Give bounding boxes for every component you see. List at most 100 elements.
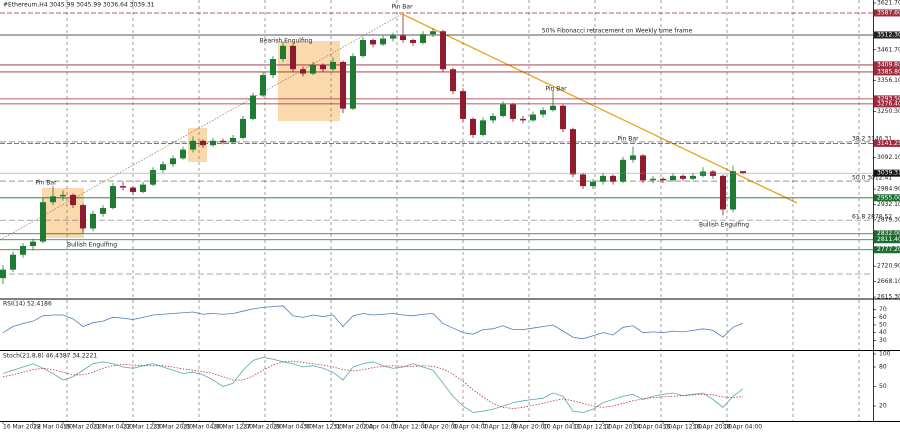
candle-body [180,149,186,159]
candle-body [740,171,746,174]
price-label-box [874,68,900,76]
candle-body [230,137,236,143]
x-tick-label: 29 Mar 04:00 [273,424,313,431]
price-label-box [874,61,900,69]
price-label-box [874,95,900,103]
candle-body [160,164,166,171]
price-label-box [874,230,900,238]
candle-body [270,59,276,76]
x-tick-label: 4 Apr 20:00 [423,424,458,431]
x-tick-label: 7 Apr 12:00 [483,424,518,431]
price-label-box [874,31,900,39]
y-tick-label: 30 [879,337,887,344]
fib-label: 50.0 3012.41 [852,175,892,182]
candle-body [690,175,696,179]
fib-label: 38.2 3146.31 [852,135,892,142]
y-tick-label: 20 [879,403,887,410]
candle-body [260,75,266,96]
y-tick-label: 60 [879,314,887,321]
candle-body [720,175,726,210]
y-tick-label: 3092.10 [877,154,900,161]
price-label: 3141.25 [877,140,900,147]
x-tick-label: 10 Apr 04:00 [543,424,582,431]
candle-body [130,187,136,192]
candle-body [350,56,356,109]
annotation: Bullish Engulfing [699,222,749,229]
annotation: 50% Fibonacci retracement on Weekly time… [542,28,693,35]
candle-body [50,196,56,203]
x-tick-label: 8 Apr 20:00 [513,424,548,431]
indicator-line [2,305,744,340]
y-tick-label: 2932.10 [877,201,900,208]
x-tick-label: 11 Apr 12:00 [573,424,612,431]
indicator-line [2,360,744,410]
candle-body [20,245,26,255]
y-tick-label: 3621.70 [877,0,900,7]
price-label: 3409.80 [877,61,900,68]
x-tick-label: 18 Apr 04:00 [723,424,762,431]
candle-body [500,104,506,116]
price-label: 3587.60 [877,9,900,16]
candle-body [660,178,666,181]
x-tick-label: 12 Apr 20:00 [603,424,642,431]
x-tick-label: 26 Mar 12:00 [213,424,253,431]
candle-body [140,184,146,192]
candle-body [70,194,76,206]
current-price-label: 3039.31 [877,170,900,177]
candle-body [220,140,226,143]
candle-body [90,213,96,229]
annotation: Bearish Engulfing [260,38,313,45]
candle-body [310,64,316,74]
candle-body [610,175,616,182]
candle-body [170,158,176,165]
annotation: Pin Bar [35,180,57,187]
x-tick-label: 15 Apr 12:00 [663,424,702,431]
candle-body [210,140,216,146]
candle-body [100,208,106,214]
candle-body [620,159,626,182]
price-label: 3512.30 [877,31,900,38]
candle-body [560,105,566,130]
candle-body [290,45,296,70]
candle-body [640,155,646,181]
candle-body [300,69,306,74]
candle-body [240,118,246,138]
price-label: 2777.20 [877,246,900,253]
price-label-box [874,236,900,244]
x-tick-label: 30 Mar 12:00 [303,424,343,431]
y-tick-label: 3250.30 [877,108,900,115]
candle-body [670,175,676,181]
candle-body [110,186,116,209]
y-tick-label: 3461.70 [877,46,900,53]
candle-body [460,91,466,119]
y-tick-label: 80 [879,364,887,371]
x-tick-label: 27 Mar 20:00 [243,424,283,431]
price-label: 3385.80 [877,68,900,75]
candle-body [730,171,736,210]
candle-body [320,64,326,70]
candle-body [710,171,716,176]
candle-body [190,140,196,150]
y-tick-label: 70 [879,306,887,313]
candle-body [40,202,46,242]
x-tick-label: 22 Mar 12:00 [123,424,163,431]
x-tick-label: 16 Apr 20:00 [693,424,732,431]
candle-body [590,181,596,187]
candle-body [440,31,446,70]
fib-label: 61.8 2878.52 [852,214,892,221]
x-tick-label: 6 Apr 04:00 [453,424,488,431]
y-tick-label: 2984.90 [877,186,900,193]
candle-body [280,45,286,60]
trend-line-dotted [0,13,403,241]
x-tick-label: 18 Mar 04:00 [33,424,73,431]
current-price-box [874,169,900,177]
y-tick-label: 3356.10 [877,77,900,84]
y-tick-label: 50 [879,383,887,390]
candle-body [550,105,556,111]
candle-body [700,171,706,176]
candle-body [80,205,86,229]
x-tick-label: 3 Apr 12:00 [393,424,428,431]
x-tick-label: 21 Mar 04:00 [93,424,133,431]
candle-body [30,241,36,246]
candle-body [600,175,606,182]
